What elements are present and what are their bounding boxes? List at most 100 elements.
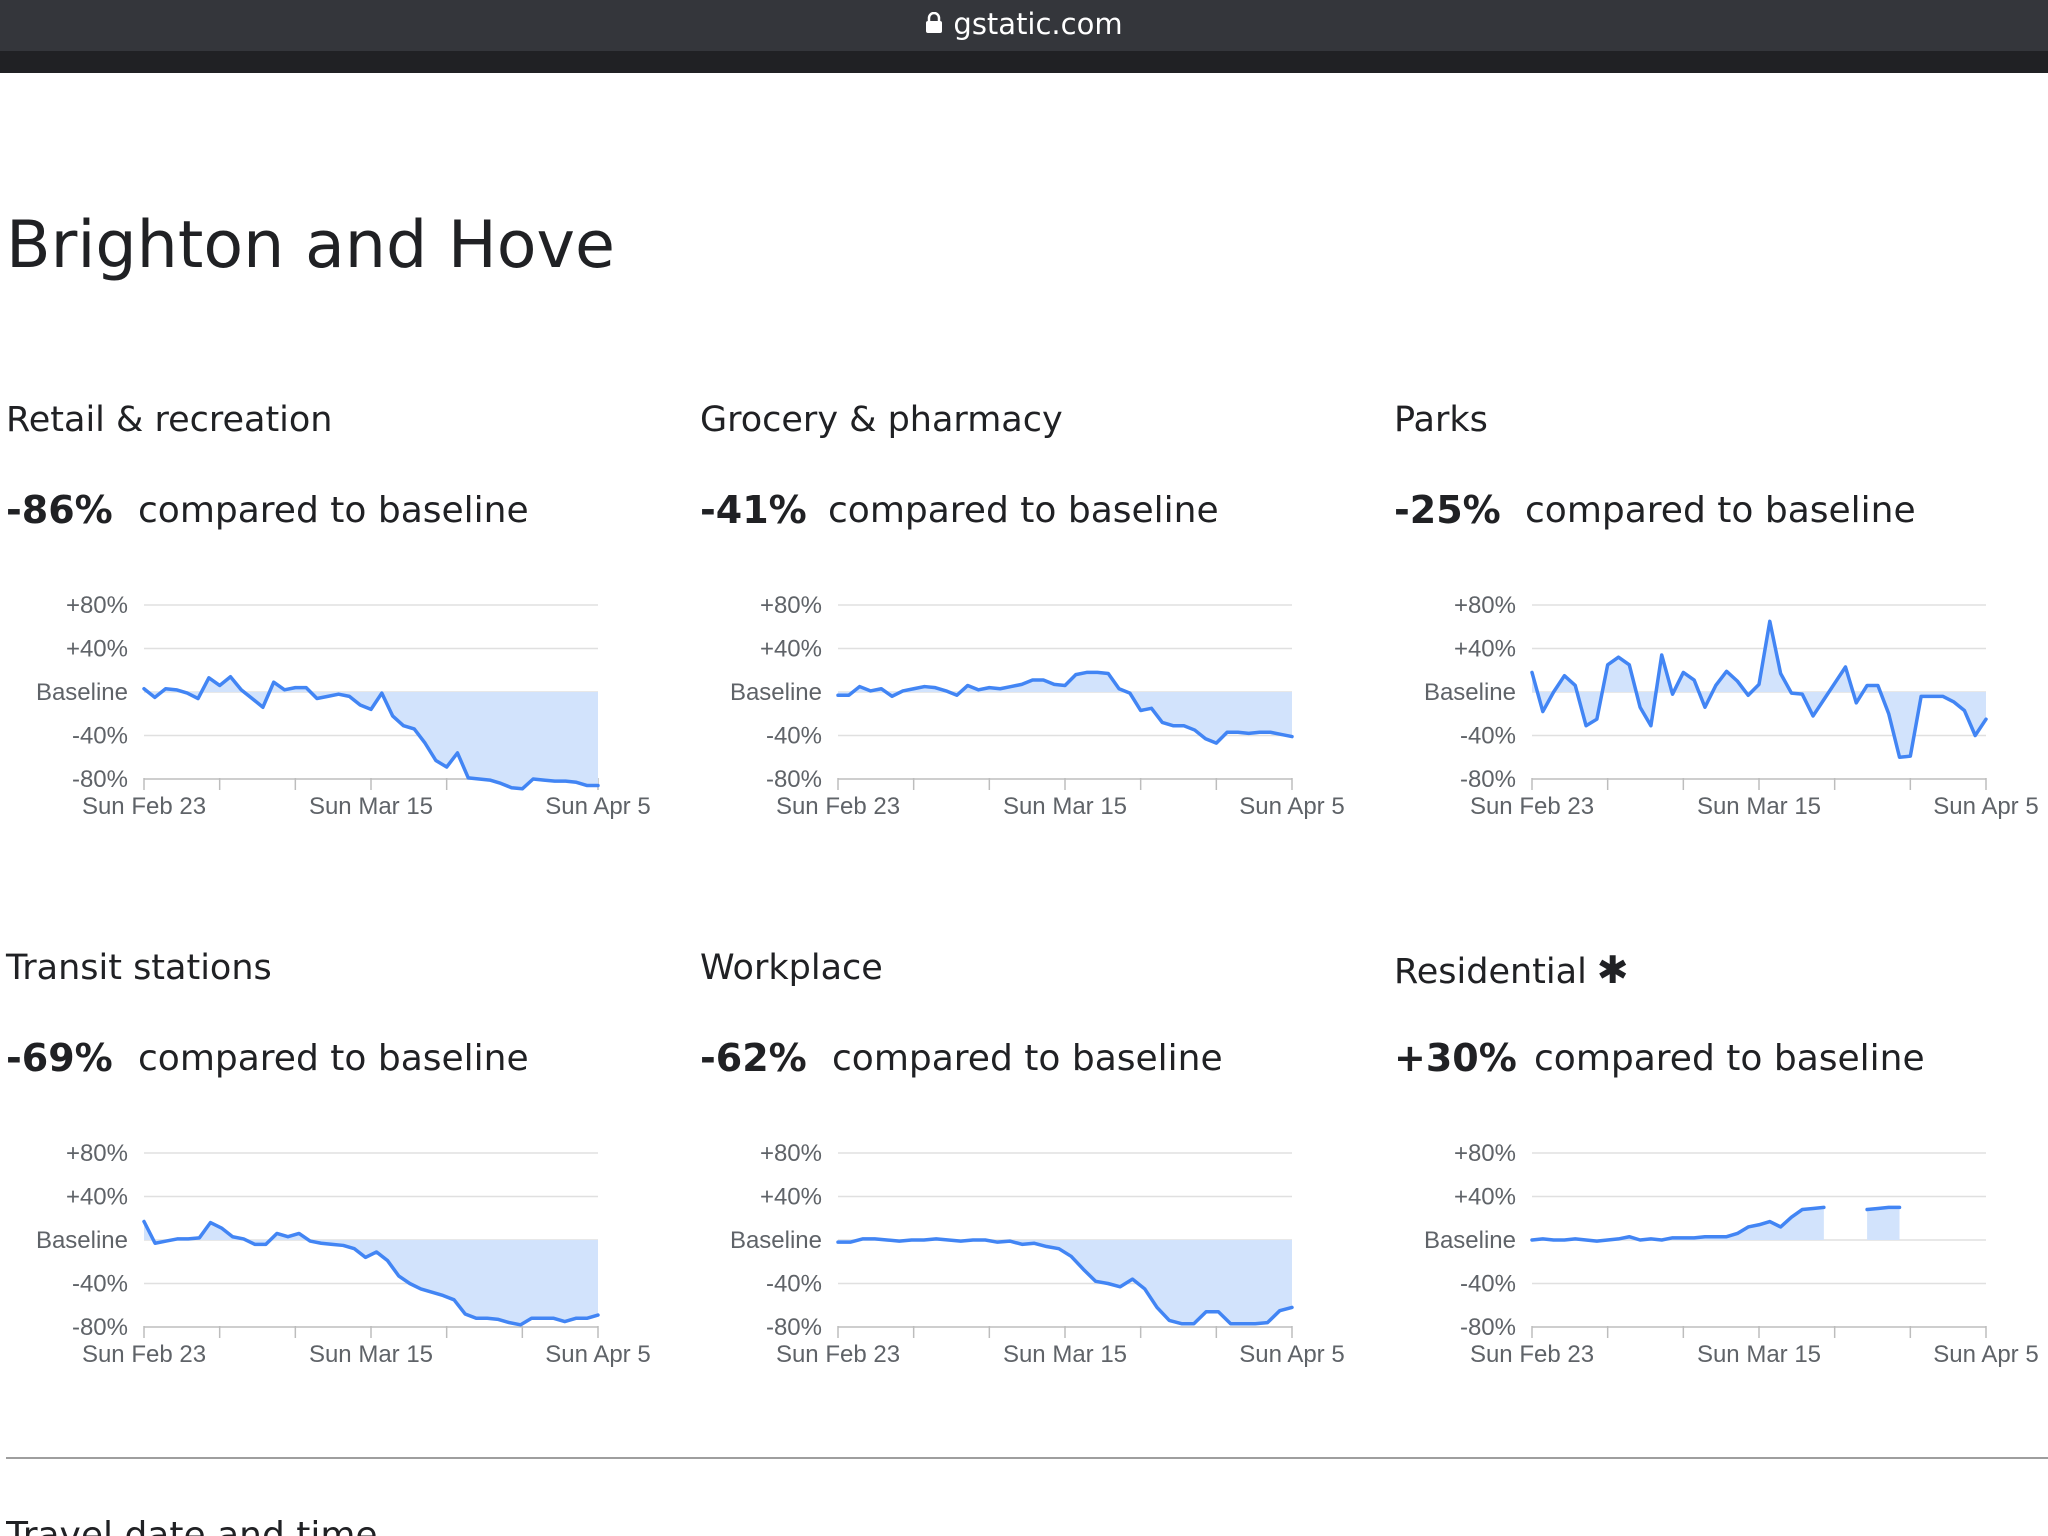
asterisk-icon: ✱: [1597, 948, 1629, 992]
headline-percent: +30%: [1394, 1036, 1517, 1080]
data-point: [1155, 1305, 1159, 1309]
data-point: [1746, 1225, 1750, 1229]
data-point: [375, 1250, 379, 1254]
data-point: [1616, 655, 1620, 659]
data-point: [971, 1238, 975, 1242]
data-point: [1595, 1239, 1599, 1243]
browser-address-bar[interactable]: gstatic.com: [0, 0, 2048, 51]
data-point: [1941, 694, 1945, 698]
data-point: [836, 1240, 840, 1244]
data-point: [553, 779, 557, 783]
data-point: [1193, 728, 1197, 732]
data-point: [275, 1231, 279, 1235]
data-point: [1714, 683, 1718, 687]
data-point: [934, 1237, 938, 1241]
data-point: [1671, 1236, 1675, 1240]
data-point: [315, 697, 319, 701]
data-point: [1800, 1208, 1804, 1212]
y-tick-label: +40%: [66, 636, 128, 663]
data-point: [142, 687, 146, 691]
data-point: [1584, 724, 1588, 728]
data-point: [1573, 1237, 1577, 1241]
data-point: [239, 688, 243, 692]
data-point: [283, 688, 287, 692]
data-point: [1746, 693, 1750, 697]
data-point: [297, 1231, 301, 1235]
panel-retail: Retail & recreation -86% compared to bas…: [6, 400, 696, 900]
data-point: [946, 1238, 950, 1242]
data-point: [434, 759, 438, 763]
section-divider: [6, 1457, 2048, 1459]
data-point: [1081, 1267, 1085, 1271]
compare-label: compared to baseline: [828, 490, 1219, 531]
y-tick-label: +40%: [760, 636, 822, 663]
data-point: [1204, 1310, 1208, 1314]
data-point: [220, 1226, 224, 1230]
y-tick-label: Baseline: [730, 679, 822, 706]
x-tick-label: Sun Feb 23: [82, 793, 206, 820]
data-point: [1898, 755, 1902, 759]
data-point: [1128, 691, 1132, 695]
data-point: [391, 714, 395, 718]
x-tick-label: Sun Apr 5: [545, 793, 650, 820]
x-tick-label: Sun Apr 5: [1239, 1341, 1344, 1368]
data-point: [1865, 1208, 1869, 1212]
data-point: [1057, 1247, 1061, 1251]
x-tick-label: Sun Mar 15: [1697, 793, 1821, 820]
data-point: [531, 777, 535, 781]
data-point: [848, 1240, 852, 1244]
compare-label: compared to baseline: [1525, 490, 1916, 531]
lock-icon: [925, 2, 943, 46]
headline-percent: -86%: [6, 488, 113, 532]
data-point: [1811, 1206, 1815, 1210]
data-point: [463, 1312, 467, 1316]
data-point: [1094, 1279, 1098, 1283]
data-point: [1692, 1236, 1696, 1240]
data-point: [485, 1316, 489, 1320]
data-point: [142, 1220, 146, 1224]
data-point: [530, 1316, 534, 1320]
next-section-heading: Travel date and time: [6, 1518, 378, 1536]
data-point: [836, 693, 840, 697]
data-point: [164, 687, 168, 691]
data-point: [1887, 712, 1891, 716]
data-point: [1130, 1277, 1134, 1281]
url-text[interactable]: gstatic.com: [953, 7, 1122, 41]
data-point: [1167, 1318, 1171, 1322]
data-point: [1930, 694, 1934, 698]
data-point: [983, 1238, 987, 1242]
data-point: [1606, 1238, 1610, 1242]
chart-transit: +80%+40%Baseline-40%-80%Sun Feb 23 Sun Ma…: [6, 1098, 696, 1388]
data-point: [1236, 730, 1240, 734]
x-tick-label: Sun Feb 23: [776, 793, 900, 820]
data-point: [959, 1239, 963, 1243]
data-point: [1887, 1205, 1891, 1209]
x-tick-label: Sun Apr 5: [1933, 793, 2038, 820]
y-tick-label: -40%: [72, 1271, 128, 1298]
data-point: [242, 1237, 246, 1241]
data-point: [1241, 1322, 1245, 1326]
data-point: [847, 693, 851, 697]
data-point: [1031, 678, 1035, 682]
data-point: [196, 697, 200, 701]
data-point: [1649, 724, 1653, 728]
chart-workplace: +80%+40%Baseline-40%-80%Sun Feb 23 Sun Ma…: [700, 1098, 1390, 1388]
data-point: [1681, 670, 1685, 674]
data-point: [397, 1274, 401, 1278]
data-point: [1876, 683, 1880, 687]
y-tick-label: +40%: [760, 1184, 822, 1211]
data-point: [1180, 1322, 1184, 1326]
y-tick-label: -80%: [766, 1314, 822, 1341]
data-point: [1265, 1321, 1269, 1325]
x-tick-label: Sun Feb 23: [776, 1341, 900, 1368]
data-point: [1833, 681, 1837, 685]
chart-grocery: +80%+40%Baseline-40%-80%Sun Feb 23 Sun Ma…: [700, 550, 1390, 840]
data-point: [1627, 1235, 1631, 1239]
data-point: [1106, 672, 1110, 676]
data-point: [1247, 731, 1251, 735]
data-point: [1268, 730, 1272, 734]
chart-residential: +80% +40% Baseline -40% -80%Sun Feb 23 Sun Ma…: [1394, 1098, 2048, 1388]
data-point: [419, 1287, 423, 1291]
data-point: [1800, 692, 1804, 696]
data-point: [858, 685, 862, 689]
